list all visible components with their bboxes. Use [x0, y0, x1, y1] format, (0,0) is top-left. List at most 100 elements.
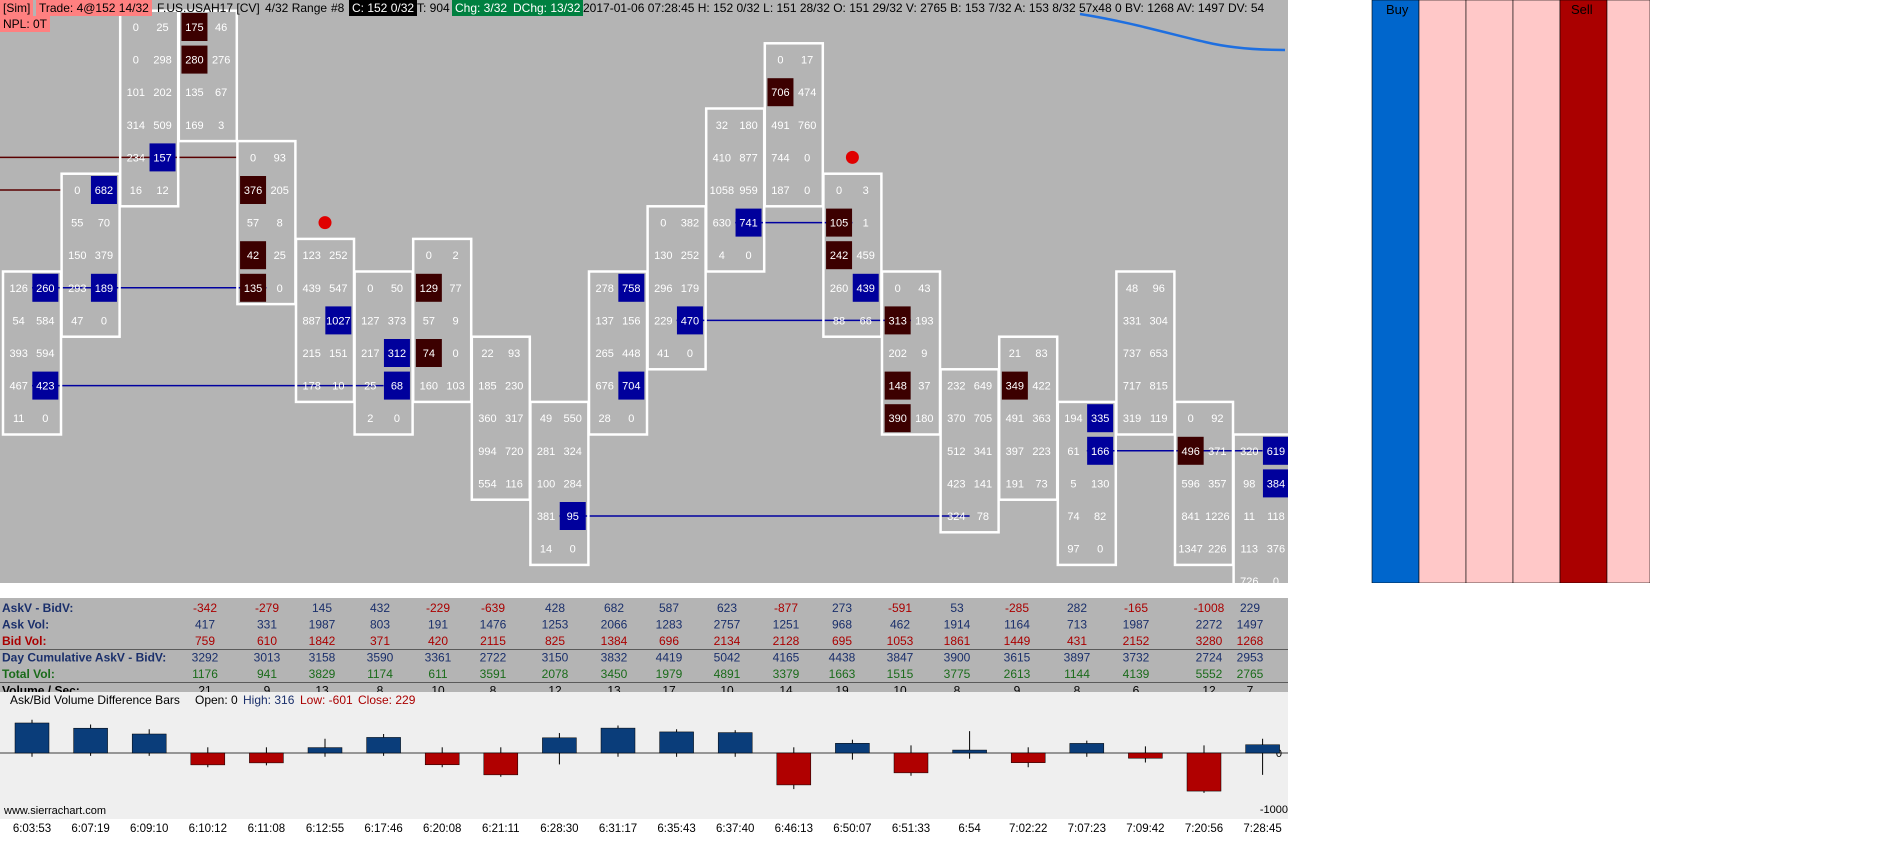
diff-title: Ask/Bid Volume Difference Bars — [10, 693, 180, 707]
ask-volume: 720 — [505, 446, 523, 458]
bid-volume: 491 — [1006, 413, 1024, 425]
stats-value: 587 — [659, 601, 679, 615]
bid-volume: 113 — [1240, 544, 1258, 556]
bid-volume: 1347 — [1178, 544, 1202, 556]
ask-bid-difference-pane: Ask/Bid Volume Difference Bars Open: 0 Hig… — [0, 692, 1288, 819]
ask-volume: 324 — [564, 446, 582, 458]
stats-value: 3292 — [192, 651, 219, 665]
diff-bar — [542, 737, 577, 754]
bid-volume: 232 — [947, 381, 965, 393]
footprint-bar-outline — [236, 139, 297, 306]
ask-volume: 1226 — [1205, 511, 1229, 523]
footprint-bar-outline — [822, 172, 883, 338]
bid-volume: 229 — [654, 315, 672, 327]
volume-highlight — [181, 45, 208, 74]
ask-volume: 66 — [860, 315, 872, 327]
ask-volume: 92 — [1211, 413, 1223, 425]
stats-value: 3379 — [773, 667, 800, 681]
bid-volume: 726 — [1240, 576, 1258, 583]
bid-volume: 215 — [302, 348, 320, 360]
sim-label: [Sim] — [0, 0, 34, 16]
diff-bar — [659, 731, 694, 754]
bid-volume: 4 — [719, 250, 725, 262]
volume-highlight — [32, 371, 59, 400]
ask-volume: 189 — [95, 283, 113, 295]
stats-value: 3775 — [944, 667, 971, 681]
volume-highlight — [735, 208, 762, 237]
trade-label: Trade: 4@152 14/32 — [36, 0, 152, 16]
bid-volume: 1058 — [710, 185, 734, 197]
stats-value: 8 — [377, 684, 384, 698]
footprint-bar-outline — [1056, 400, 1118, 567]
stats-value: 1174 — [367, 667, 393, 681]
volume-highlight — [32, 273, 59, 302]
ask-volume: 78 — [977, 511, 989, 523]
footprint-bar: 0 43 313 193 202 9 148 37 390 180 — [880, 270, 942, 436]
stats-value: 1283 — [656, 618, 683, 632]
ask-volume: 0 — [1097, 544, 1103, 556]
stats-value: 3280 — [1196, 634, 1223, 648]
bid-volume: 737 — [1123, 348, 1141, 360]
ask-volume: 205 — [271, 185, 289, 197]
stats-value: 713 — [1067, 618, 1087, 632]
dom-ladder[interactable]: BuySell197238779467739722433240516317113… — [1241, 0, 1651, 584]
stats-value: 1497 — [1237, 618, 1264, 632]
ask-volume: 0 — [570, 544, 576, 556]
stats-value: 8 — [954, 684, 961, 698]
footprint-bar-outline — [177, 9, 239, 143]
diff-tick-label: -1000 — [1260, 804, 1288, 816]
footprint-bar-outline — [1, 270, 63, 436]
ask-volume: 760 — [798, 120, 816, 132]
footprint-bar-outline — [880, 270, 942, 436]
ask-volume: 82 — [1094, 511, 1106, 523]
bid-volume: 135 — [244, 283, 262, 295]
volume-highlight — [618, 371, 645, 400]
ask-volume: 682 — [95, 185, 113, 197]
volume-highlight — [1177, 436, 1204, 465]
stats-value: 2765 — [1237, 667, 1264, 681]
bid-volume: 496 — [1181, 446, 1199, 458]
stats-value: 431 — [1067, 634, 1087, 648]
bid-volume: 135 — [185, 87, 203, 99]
bid-volume: 841 — [1181, 511, 1199, 523]
bid-volume: 234 — [127, 152, 145, 164]
time-label: 6:11:08 — [248, 823, 286, 835]
volume-highlight — [415, 339, 442, 367]
bid-volume: 16 — [130, 185, 142, 197]
ask-volume: 439 — [857, 283, 875, 295]
stats-value: 803 — [370, 618, 390, 632]
stats-value: -165 — [1124, 601, 1148, 615]
footprint-bar-outline — [529, 400, 590, 567]
bid-volume: 314 — [127, 120, 145, 132]
footprint-bar: 123 252 439 547 887 1027 215 151 178 10 — [294, 237, 356, 404]
time-label: 7:28:45 — [1243, 823, 1281, 835]
time-label: 6:12:55 — [306, 823, 344, 835]
ask-volume: 0 — [687, 348, 693, 360]
stats-value: 1053 — [887, 634, 914, 648]
footprint-chart[interactable]: 126 260 54 584 393 594 467 423 11 0 0 682 55 70 150 379… — [0, 0, 1293, 599]
bid-volume: 994 — [478, 446, 496, 458]
ask-volume: 317 — [505, 413, 523, 425]
diff-open: Open: 0 — [195, 693, 238, 707]
ask-volume: 10 — [332, 381, 344, 393]
ask-volume: 298 — [153, 55, 171, 67]
diff-bar — [776, 752, 812, 786]
dom-col — [1418, 0, 1467, 584]
stats-value: 610 — [257, 634, 277, 648]
bid-volume: 61 — [1067, 446, 1079, 458]
stats-value: 191 — [428, 618, 448, 632]
ask-volume: 1027 — [326, 315, 350, 327]
time-label: 7:02:22 — [1009, 823, 1047, 835]
stats-value: 3829 — [309, 667, 336, 681]
bid-volume: 630 — [713, 218, 731, 230]
ask-volume: 226 — [1208, 544, 1226, 556]
time-label: 6:46:13 — [775, 823, 813, 835]
ask-volume: 96 — [1153, 283, 1165, 295]
bid-volume: 97 — [1067, 544, 1079, 556]
sell-column — [1559, 0, 1608, 584]
ask-volume: 459 — [857, 250, 875, 262]
volume-highlight — [415, 273, 442, 302]
diff-low: Low: -601 — [300, 693, 353, 707]
footprint-bar: 48 96 331 304 737 653 717 815 319 119 — [1115, 270, 1176, 436]
ask-volume: 550 — [564, 413, 582, 425]
